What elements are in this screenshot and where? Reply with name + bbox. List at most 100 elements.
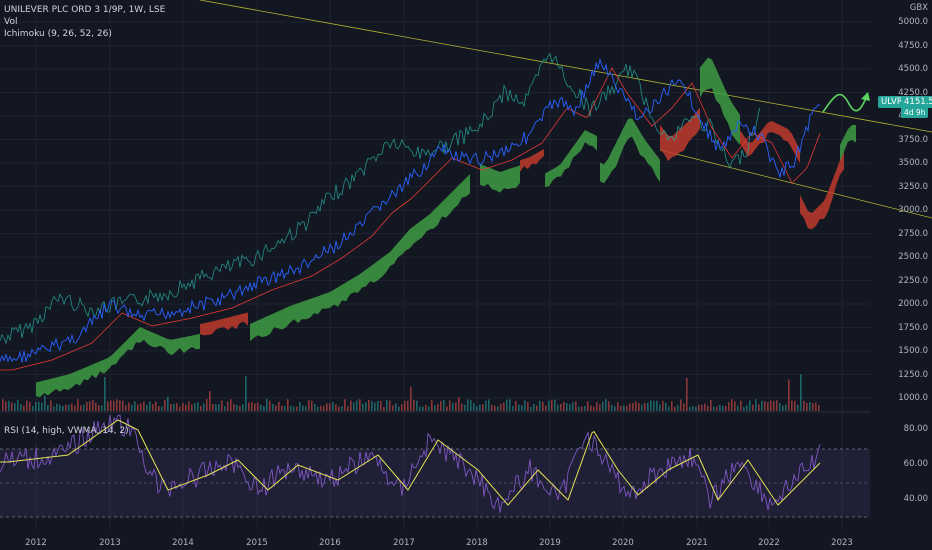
volume-bar: [620, 405, 622, 411]
volume-bar: [185, 404, 187, 411]
volume-bar: [446, 406, 448, 411]
volume-bar: [356, 400, 358, 411]
time-tick-label: 2023: [831, 538, 853, 548]
volume-bar: [683, 403, 685, 411]
volume-bar: [122, 400, 124, 411]
volume-bar: [536, 405, 538, 411]
volume-bar: [344, 399, 346, 411]
volume-bar: [98, 405, 100, 411]
volume-bar: [434, 405, 436, 411]
cloud-segment: [800, 152, 844, 230]
volume-bar: [668, 406, 670, 411]
volume-bar: [506, 399, 508, 411]
volume-bar: [377, 400, 379, 411]
volume-bar: [383, 406, 385, 411]
volume-bar: [794, 400, 796, 411]
volume-bar: [509, 399, 511, 411]
volume-bar: [389, 400, 391, 411]
volume-bar: [242, 404, 244, 411]
volume-bar: [254, 403, 256, 411]
volume-bar: [608, 401, 610, 411]
volume-bar: [701, 404, 703, 411]
volume-bar: [800, 374, 802, 411]
volume-bar: [650, 400, 652, 411]
volume-bar: [779, 402, 781, 411]
trend-channel[interactable]: [199, 0, 932, 219]
time-tick-label: 2017: [393, 538, 415, 548]
volume-bar: [539, 400, 541, 411]
volume-bar: [695, 406, 697, 411]
volume-bar: [365, 402, 367, 411]
price-tick-label: 4250.0: [898, 87, 928, 98]
volume-bar: [8, 400, 10, 411]
volume-bar: [104, 376, 106, 411]
volume-bar: [776, 400, 778, 411]
volume-bar: [170, 403, 172, 411]
volume-bar: [359, 399, 361, 411]
volume-bar: [92, 399, 94, 411]
ichimoku-legend[interactable]: Ichimoku (9, 26, 52, 26): [4, 29, 112, 39]
volume-bar: [269, 400, 271, 411]
cloud-segment: [600, 118, 660, 184]
volume-bar: [128, 402, 130, 411]
rsi-tick-label: 40.00: [903, 494, 928, 504]
volume-bar: [623, 405, 625, 411]
volume-bar: [17, 399, 19, 411]
ichimoku-cloud: [36, 57, 856, 398]
chikou-span-line: [0, 52, 761, 345]
cloud-segment: [36, 327, 200, 398]
volume-bar: [527, 402, 529, 411]
price-tick-label: 2750.0: [898, 228, 928, 239]
volume-bar: [476, 406, 478, 411]
volume-bar: [272, 403, 274, 411]
volume-bar: [461, 403, 463, 411]
volume-bar: [416, 400, 418, 411]
volume-bar: [677, 404, 679, 411]
price-tick-label: 4500.0: [898, 64, 928, 74]
volume-bar: [140, 403, 142, 411]
volume-bar: [26, 400, 28, 411]
volume-bar: [305, 406, 307, 411]
time-tick-label: 2012: [25, 538, 47, 548]
volume-bar: [347, 406, 349, 411]
volume-bars: [2, 374, 820, 411]
price-tick-label: 3250.0: [898, 181, 928, 192]
volume-bar: [221, 400, 223, 411]
volume-bar: [605, 399, 607, 411]
volume-bar: [233, 404, 235, 411]
projection-arrow[interactable]: [822, 92, 870, 113]
volume-legend[interactable]: Vol: [4, 17, 18, 27]
volume-bar: [659, 404, 661, 411]
volume-bar: [146, 404, 148, 411]
symbol-title[interactable]: UNILEVER PLC ORD 3 1/9P, 1W, LSE: [4, 5, 166, 15]
volume-bar: [704, 403, 706, 411]
volume-bar: [728, 402, 730, 411]
volume-bar: [116, 399, 118, 411]
price-tick-label: 3500.0: [898, 158, 928, 168]
volume-bar: [68, 404, 70, 411]
volume-bar: [656, 400, 658, 411]
rsi-legend[interactable]: RSI (14, high, VWMA, 14, 2): [4, 426, 129, 436]
volume-bar: [647, 402, 649, 411]
time-tick-label: 2014: [172, 538, 194, 548]
volume-bar: [554, 399, 556, 411]
volume-bar: [152, 404, 154, 411]
volume-bar: [368, 400, 370, 411]
volume-bar: [467, 399, 469, 411]
volume-bar: [698, 404, 700, 411]
volume-bar: [110, 400, 112, 411]
volume-bar: [236, 404, 238, 411]
volume-bar: [491, 404, 493, 411]
volume-bar: [107, 401, 109, 411]
volume-bar: [785, 404, 787, 411]
volume-bar: [308, 400, 310, 411]
volume-bar: [518, 404, 520, 411]
volume-bar: [80, 405, 82, 411]
currency-label: GBX: [909, 3, 928, 13]
volume-bar: [410, 386, 412, 411]
volume-bar: [404, 400, 406, 411]
volume-bar: [734, 401, 736, 411]
volume-bar: [761, 400, 763, 411]
volume-bar: [341, 406, 343, 411]
